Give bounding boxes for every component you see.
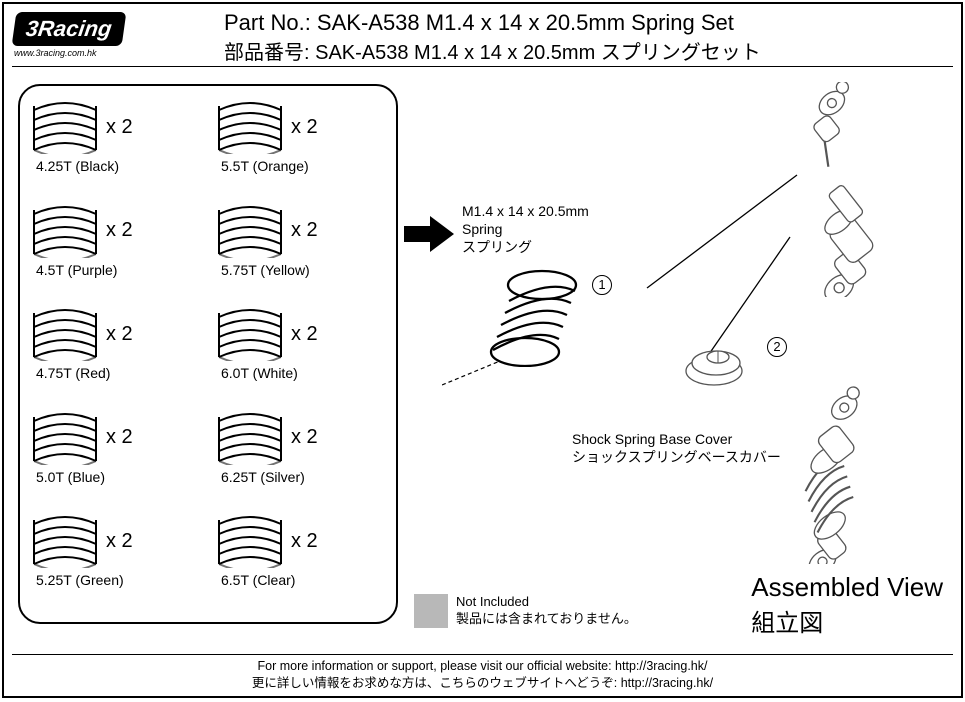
footer-en: For more information or support, please … [12, 658, 953, 675]
part-label: 6.0T (White) [221, 365, 298, 381]
part-number-en: Part No.: SAK-A538 M1.4 x 14 x 20.5mm Sp… [224, 10, 951, 36]
part-item: x 2 5.5T (Orange) [215, 100, 386, 194]
logo-area: 3Racing www.3racing.com.hk [14, 12, 214, 62]
footer-jp: 更に詳しい情報をお求めな方は、こちらのウェブサイトへどうぞ: http://3r… [12, 675, 953, 692]
assembly-diagram: M1.4 x 14 x 20.5mm Spring スプリング [462, 82, 952, 622]
part-item: x 2 5.25T (Green) [30, 514, 201, 608]
part-qty: x 2 [291, 426, 318, 449]
part-item: x 2 4.75T (Red) [30, 307, 201, 401]
spring-icon [215, 100, 285, 154]
part-item: x 2 5.75T (Yellow) [215, 204, 386, 298]
assembled-view-title: Assembled View 組立図 [751, 572, 943, 638]
part-qty: x 2 [106, 116, 133, 139]
part-label: 5.25T (Green) [36, 572, 124, 588]
base-cover-icon [682, 337, 748, 389]
part-label: 5.75T (Yellow) [221, 262, 310, 278]
spring-icon [30, 307, 100, 361]
part-label: 5.5T (Orange) [221, 158, 309, 174]
step-number-2: 2 [767, 337, 787, 357]
part-qty: x 2 [106, 323, 133, 346]
spring-label-jp: スプリング [462, 238, 589, 256]
parts-list-box: x 2 4.25T (Black) x 2 5.5T (Orange) x 2 4.5T … [18, 84, 398, 624]
part-label: 4.25T (Black) [36, 158, 119, 174]
spring-label-en2: Spring [462, 220, 589, 238]
part-item: x 2 6.5T (Clear) [215, 514, 386, 608]
part-item: x 2 6.25T (Silver) [215, 411, 386, 505]
spring-icon [30, 204, 100, 258]
spring-icon [30, 514, 100, 568]
spring-label-en1: M1.4 x 14 x 20.5mm [462, 202, 589, 220]
spring-icon [215, 411, 285, 465]
part-qty: x 2 [291, 323, 318, 346]
brand-url: www.3racing.com.hk [14, 48, 214, 58]
part-item: x 2 4.25T (Black) [30, 100, 201, 194]
part-qty: x 2 [291, 530, 318, 553]
step-number-1: 1 [592, 275, 612, 295]
spring-icon [30, 100, 100, 154]
assembled-view-en: Assembled View [751, 572, 943, 603]
part-label: 6.25T (Silver) [221, 469, 305, 485]
part-label: 4.75T (Red) [36, 365, 110, 381]
brand-logo: 3Racing [12, 12, 126, 46]
part-item: x 2 4.5T (Purple) [30, 204, 201, 298]
part-number-jp: 部品番号: SAK-A538 M1.4 x 14 x 20.5mm スプリングセ… [224, 36, 951, 65]
spring-icon [215, 307, 285, 361]
page-frame: 3Racing www.3racing.com.hk Part No.: SAK… [2, 2, 963, 698]
part-qty: x 2 [291, 116, 318, 139]
part-label: 5.0T (Blue) [36, 469, 105, 485]
not-included-note: Not Included 製品には含まれておりません。 [414, 594, 637, 628]
spring-icon [215, 204, 285, 258]
shock-absorber-exploded [742, 82, 952, 297]
arrow-icon [404, 214, 454, 254]
part-item: x 2 5.0T (Blue) [30, 411, 201, 505]
grey-swatch [414, 594, 448, 628]
shock-absorber-assembled [737, 384, 932, 564]
part-item: x 2 6.0T (White) [215, 307, 386, 401]
part-qty: x 2 [291, 219, 318, 242]
spring-icon [30, 411, 100, 465]
assembled-view-jp: 組立図 [751, 603, 943, 638]
not-included-en: Not Included [456, 594, 637, 611]
spring-3d-icon [480, 257, 590, 367]
not-included-jp: 製品には含まれておりません。 [456, 611, 637, 628]
part-label: 6.5T (Clear) [221, 572, 295, 588]
header: Part No.: SAK-A538 M1.4 x 14 x 20.5mm Sp… [224, 10, 951, 65]
part-label: 4.5T (Purple) [36, 262, 117, 278]
spring-icon [215, 514, 285, 568]
footer: For more information or support, please … [12, 654, 953, 692]
spring-axis-dash [442, 357, 502, 387]
spring-callout: M1.4 x 14 x 20.5mm Spring スプリング [462, 202, 589, 257]
header-divider [12, 66, 953, 67]
part-qty: x 2 [106, 530, 133, 553]
part-qty: x 2 [106, 426, 133, 449]
part-qty: x 2 [106, 219, 133, 242]
